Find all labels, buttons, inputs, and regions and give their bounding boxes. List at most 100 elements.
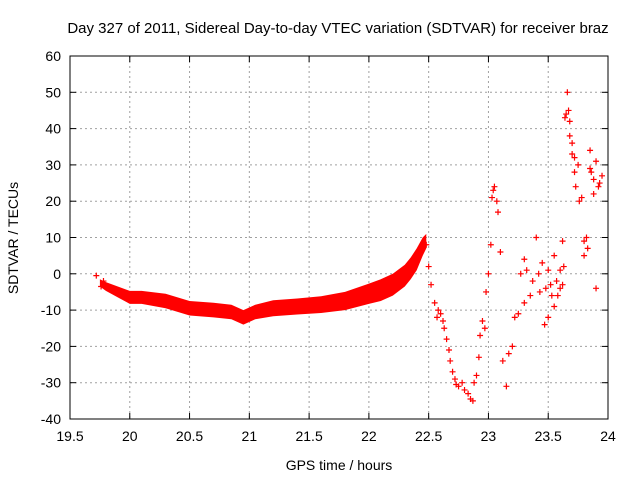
- data-point: [587, 165, 594, 172]
- data-point: [461, 386, 468, 393]
- data-point: [557, 267, 564, 274]
- data-point: [566, 118, 573, 125]
- data-point: [559, 281, 566, 288]
- x-tick-label: 22.5: [415, 428, 442, 444]
- data-point: [588, 169, 595, 176]
- data-point: [564, 89, 571, 96]
- data-point: [477, 332, 484, 339]
- data-point: [93, 272, 100, 279]
- axis-ticks: 19.5 20 20.5 21 21.5 22 22.5 23 23.5 24 -40 -30 -20 -…: [41, 48, 616, 444]
- data-point: [483, 288, 490, 295]
- y-tick-label: -40: [41, 411, 61, 427]
- x-tick-label: 23.5: [535, 428, 562, 444]
- data-point: [437, 310, 444, 317]
- data-point: [542, 285, 549, 292]
- data-point: [575, 161, 582, 168]
- data-point: [428, 281, 435, 288]
- data-point: [455, 383, 462, 390]
- data-point: [487, 241, 494, 248]
- data-point: [576, 198, 583, 205]
- y-tick-label: -20: [41, 338, 61, 354]
- data-point: [505, 350, 512, 357]
- data-point: [440, 317, 447, 324]
- data-point: [465, 390, 472, 397]
- data-point: [511, 314, 518, 321]
- data-point: [473, 372, 480, 379]
- data-point: [98, 283, 105, 290]
- x-tick-label: 20.5: [176, 428, 203, 444]
- x-tick-label: 23: [481, 428, 497, 444]
- data-point: [581, 252, 588, 259]
- data-point: [569, 151, 576, 158]
- data-point: [447, 357, 454, 364]
- y-tick-label: -30: [41, 375, 61, 391]
- data-point: [459, 379, 466, 386]
- data-point: [490, 187, 497, 194]
- data-point: [479, 317, 486, 324]
- data-point: [471, 379, 478, 386]
- grid: [70, 56, 608, 419]
- data-point: [491, 183, 498, 190]
- y-tick-label: 10: [45, 230, 61, 246]
- data-point: [451, 376, 458, 383]
- data-point: [578, 194, 585, 201]
- data-point: [533, 234, 540, 241]
- x-tick-label: 19.5: [56, 428, 83, 444]
- data-point: [566, 132, 573, 139]
- data-point: [593, 285, 600, 292]
- data-point: [553, 278, 560, 285]
- data-point: [535, 270, 542, 277]
- data-point: [565, 107, 572, 114]
- data-point: [425, 263, 432, 270]
- data-point: [485, 270, 492, 277]
- x-tick-label: 24: [600, 428, 616, 444]
- data-point: [560, 263, 567, 270]
- y-tick-label: 60: [45, 48, 61, 64]
- data-point: [527, 292, 534, 299]
- x-axis-label: GPS time / hours: [286, 457, 393, 473]
- data-point: [529, 278, 536, 285]
- data-point: [561, 114, 568, 121]
- data-point: [545, 267, 552, 274]
- data-point: [569, 140, 576, 147]
- data-point: [587, 147, 594, 154]
- data-point: [497, 249, 504, 256]
- data-point: [596, 180, 603, 187]
- x-tick-label: 21: [242, 428, 258, 444]
- x-tick-label: 21.5: [295, 428, 322, 444]
- data-point: [100, 278, 107, 285]
- data-point: [517, 270, 524, 277]
- data-point: [571, 169, 578, 176]
- data-point: [581, 238, 588, 245]
- data-point: [539, 259, 546, 266]
- data-point: [571, 154, 578, 161]
- data-point: [557, 285, 564, 292]
- data-point: [445, 347, 452, 354]
- data-point: [551, 252, 558, 259]
- dense-band-area: [99, 233, 427, 325]
- data-point: [583, 234, 590, 241]
- y-tick-label: 40: [45, 121, 61, 137]
- data-point: [509, 343, 516, 350]
- data-point: [495, 209, 502, 216]
- data-points: [93, 89, 606, 404]
- data-point: [551, 303, 558, 310]
- data-point: [572, 183, 579, 190]
- x-tick-label: 20: [122, 428, 138, 444]
- chart-title: Day 327 of 2011, Sidereal Day-to-day VTE…: [67, 20, 608, 37]
- data-point: [449, 368, 456, 375]
- data-point: [423, 241, 430, 248]
- data-point: [593, 158, 600, 165]
- y-tick-label: 20: [45, 193, 61, 209]
- y-axis-label: SDTVAR / TECUs: [5, 182, 21, 294]
- x-tick-label: 22: [361, 428, 377, 444]
- data-point: [521, 256, 528, 263]
- data-point: [493, 198, 500, 205]
- data-point: [590, 190, 597, 197]
- data-point: [554, 292, 561, 299]
- data-point: [503, 383, 510, 390]
- data-point: [469, 397, 476, 404]
- data-point: [521, 299, 528, 306]
- data-point: [441, 325, 448, 332]
